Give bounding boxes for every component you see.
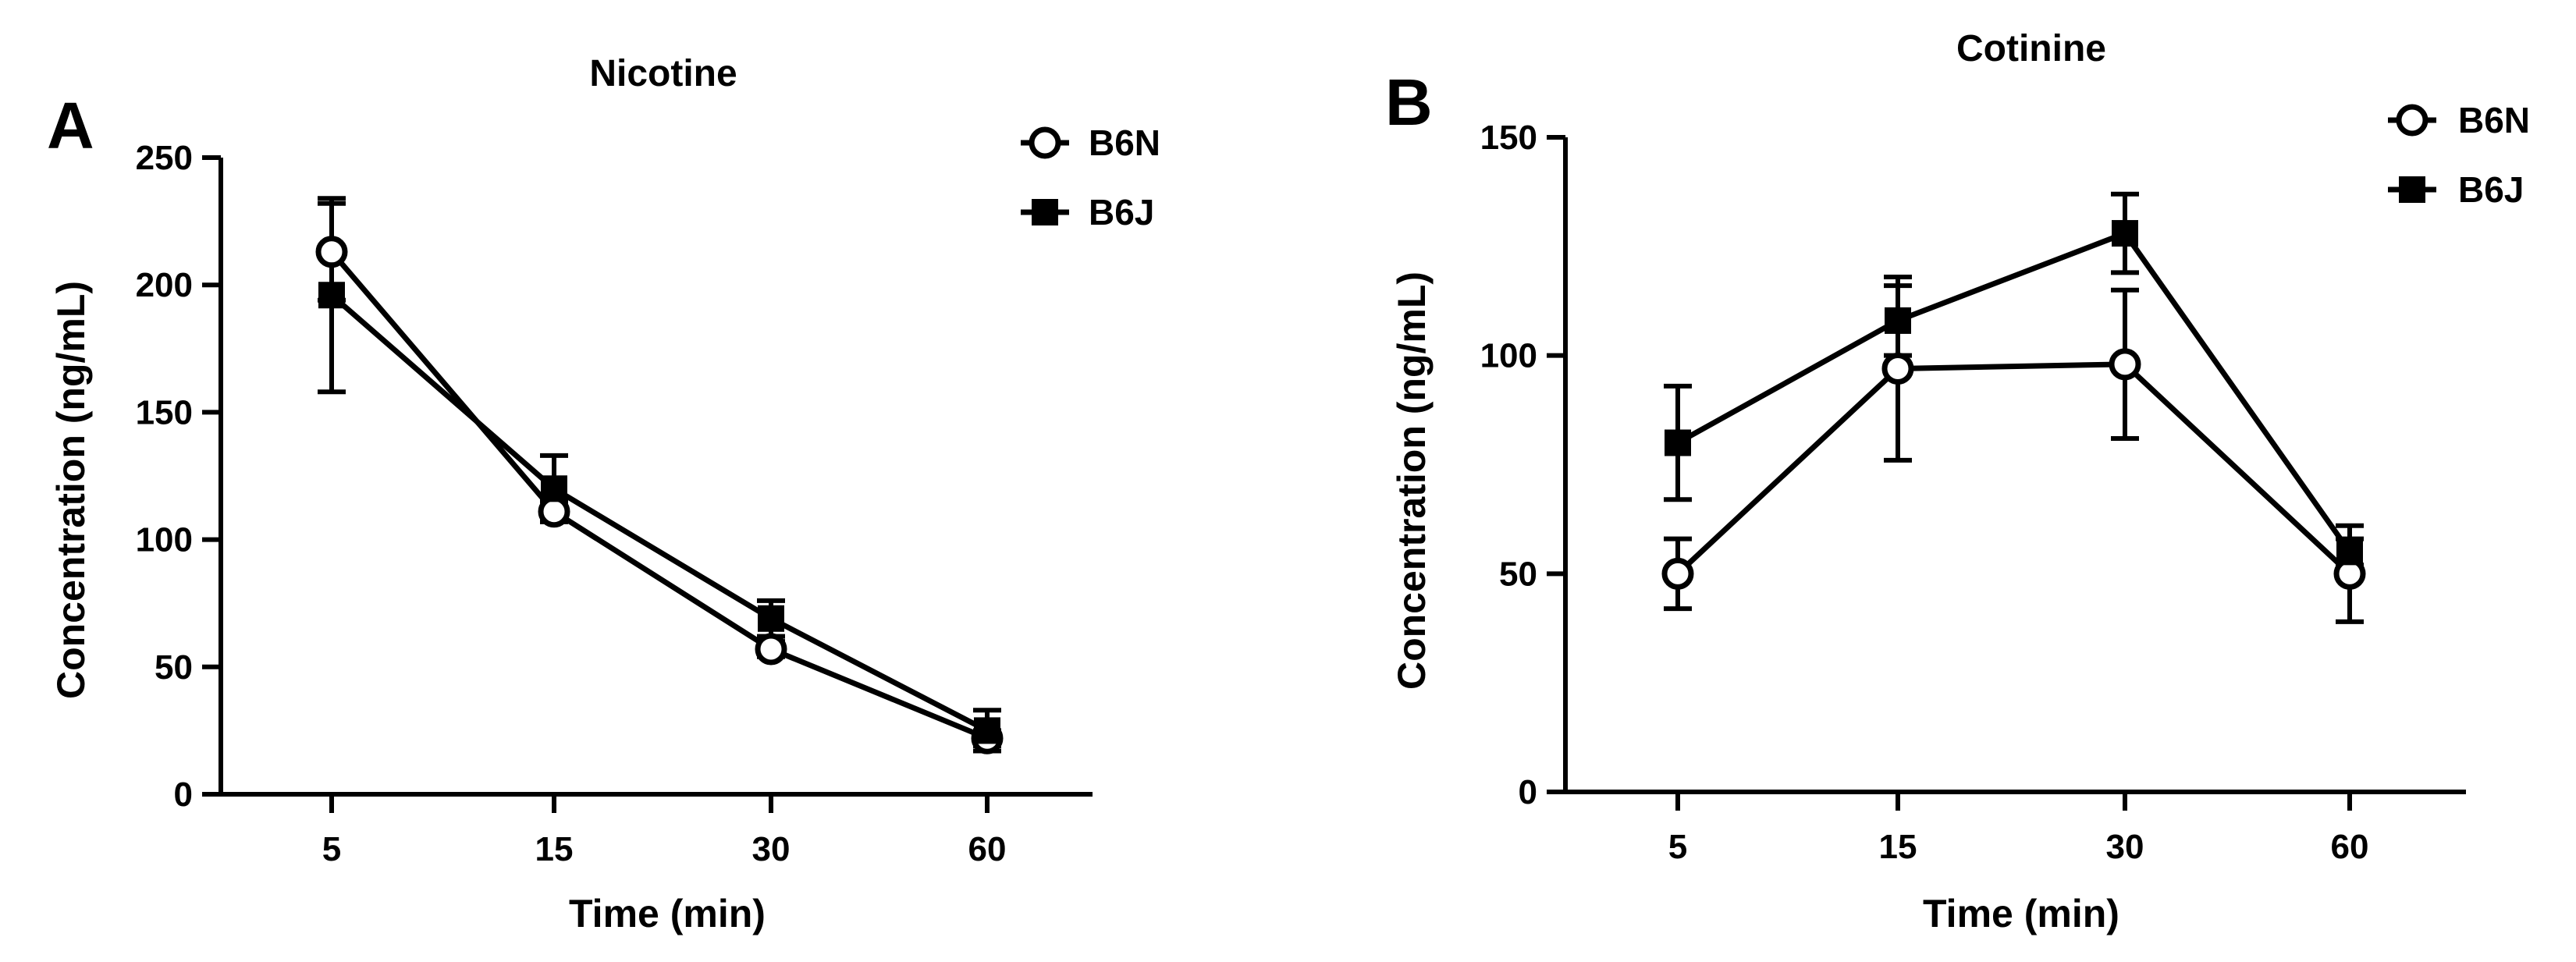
legend-label: B6J [2458,169,2524,210]
x-axis-label-b: Time (min) [1923,892,2119,935]
marker-b6n [1881,352,1914,385]
error-bars-a [318,196,1001,754]
y-tick-label: 0 [174,776,193,814]
x-tick-label: 30 [2106,828,2144,866]
y-tick-label: 100 [1480,337,1537,375]
marker-b6j [541,475,567,502]
series-line-b6j [1676,230,2352,554]
marker-b6j [974,717,1000,744]
y-tick-label: 150 [136,393,193,431]
panel-letter-b: B [1385,66,1433,139]
marker-b6j [758,605,784,632]
legend-item-b6j: B6J [1021,192,1154,233]
chart-title-cotinine: Cotinine [1956,28,2106,69]
y-tick-label: 0 [1519,773,1537,811]
legend-label: B6N [1089,122,1160,163]
panel-nicotine: A Nicotine Time (min) Concentration (ng/… [47,53,1160,935]
x-tick-label: 30 [752,830,791,868]
legend-label: B6N [2458,100,2530,140]
marker-b6n [2109,348,2141,381]
legend-b: B6N B6J [2388,100,2530,210]
x-tick-label: 15 [1879,828,1917,866]
chart-title-nicotine: Nicotine [589,53,737,94]
marker-b6j [1885,307,1911,334]
legend-label: B6J [1089,192,1154,233]
panel-letter-a: A [47,89,94,162]
error-bars-b [1664,191,2364,624]
marker-b6n [755,633,787,666]
x-axis-label-a: Time (min) [569,892,766,935]
markers-b [1661,220,2366,590]
x-tick-label: 5 [1668,828,1687,866]
y-tick-label: 100 [136,521,193,559]
marker-b6n [315,236,348,268]
panel-cotinine: B Cotinine Time (min) Concentration (ng/… [1385,28,2530,935]
axes-b: 0 50 100 150 5 15 30 60 [1480,119,2466,866]
legend-item-b6n: B6N [1021,122,1160,163]
legend-marker [2399,176,2425,203]
marker-b6n [538,495,570,528]
series-line-b6n [329,250,989,741]
marker-b6n [1661,557,1694,590]
series-lines-b [1675,230,2352,576]
legend-a: B6N B6J [1021,122,1160,233]
legend-item-b6j: B6J [2388,169,2524,210]
y-tick-label: 50 [155,648,193,687]
markers-a [315,236,1004,754]
y-tick-label: 50 [1499,555,1537,593]
x-tick-label: 15 [535,830,574,868]
x-tick-label: 5 [322,830,341,868]
marker-b6j [2336,538,2363,566]
y-axis-label-a: Concentration (ng/mL) [49,281,93,699]
marker-b6j [318,282,345,309]
legend-marker [2396,104,2429,137]
y-tick-label: 150 [1480,119,1537,157]
axes-a: 0 50 100 150 200 250 5 15 30 60 [136,139,1093,868]
series-line-b6j [329,293,989,733]
x-tick-label: 60 [968,830,1007,868]
x-tick-label: 60 [2331,828,2369,866]
legend-marker [1029,126,1061,159]
y-tick-label: 200 [136,266,193,304]
legend-marker [1032,199,1058,225]
marker-b6j [2112,220,2138,247]
series-lines-a [329,250,989,741]
series-line-b6n [1675,361,2352,576]
marker-b6j [1665,429,1691,456]
y-tick-label: 250 [136,139,193,177]
y-axis-label-b: Concentration (ng/mL) [1390,272,1434,690]
legend-item-b6n: B6N [2388,100,2530,140]
